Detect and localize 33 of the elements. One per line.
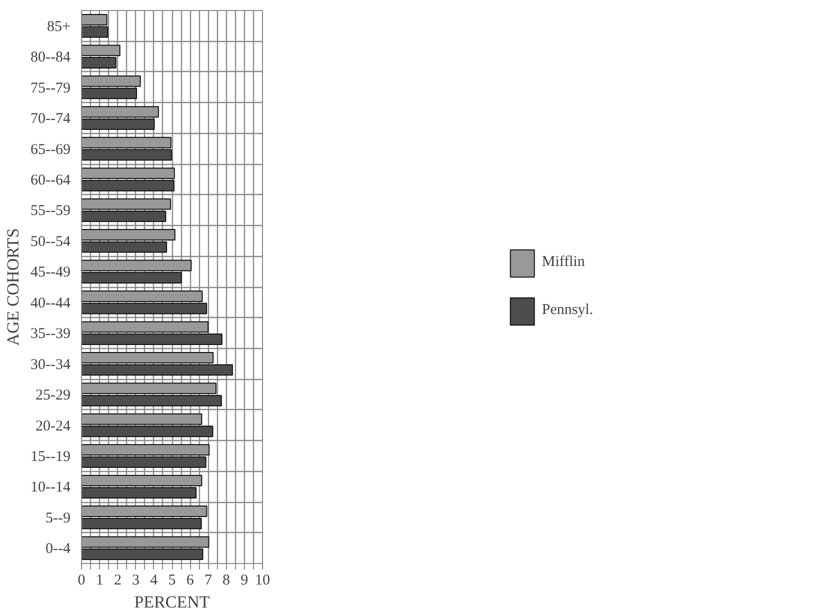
y-tick-label: 25-29 [36,388,71,404]
legend-label: Pennsyl. [542,302,594,319]
y-tick-label: 0--4 [46,541,71,558]
x-tick-label: 5 [168,572,176,588]
y-tick-label: 15--19 [30,448,71,465]
y-tick-label: 60--64 [30,172,71,188]
y-tick-label: 55--59 [30,203,71,220]
y-tick-label: 80--84 [30,50,71,66]
x-tick-label: 3 [132,572,140,588]
x-tick-label: 4 [150,572,158,588]
x-tick-label: 0 [78,572,86,588]
legend-label: Mifflin [542,254,585,271]
x-tick-label: 7 [204,572,212,588]
y-tick-label: 20-24 [36,418,71,434]
y-tick-label: 50--54 [30,234,71,250]
y-tick-label: 10--14 [30,480,71,496]
y-tick-label: 65--69 [30,142,71,158]
x-tick-label: 10 [255,572,270,588]
y-tick-label: 40--44 [30,295,71,312]
y-axis-title: AGE COHORTS [4,228,23,346]
x-tick-label: 9 [240,572,248,588]
x-tick-label: 6 [186,572,194,588]
y-tick-label: 85+ [47,18,71,35]
y-tick-label: 70--74 [30,111,71,128]
y-tick-label: 30--34 [30,356,71,373]
x-tick-label: 8 [222,572,230,588]
y-tick-label: 5--9 [46,510,71,526]
y-tick-label: 75--79 [30,80,71,96]
x-tick-label: 1 [96,572,104,588]
y-tick-label: 45--49 [30,264,71,281]
y-tick-label: 35--39 [30,326,71,342]
x-axis-title: PERCENT [134,592,210,612]
x-tick-label: 2 [114,572,122,588]
